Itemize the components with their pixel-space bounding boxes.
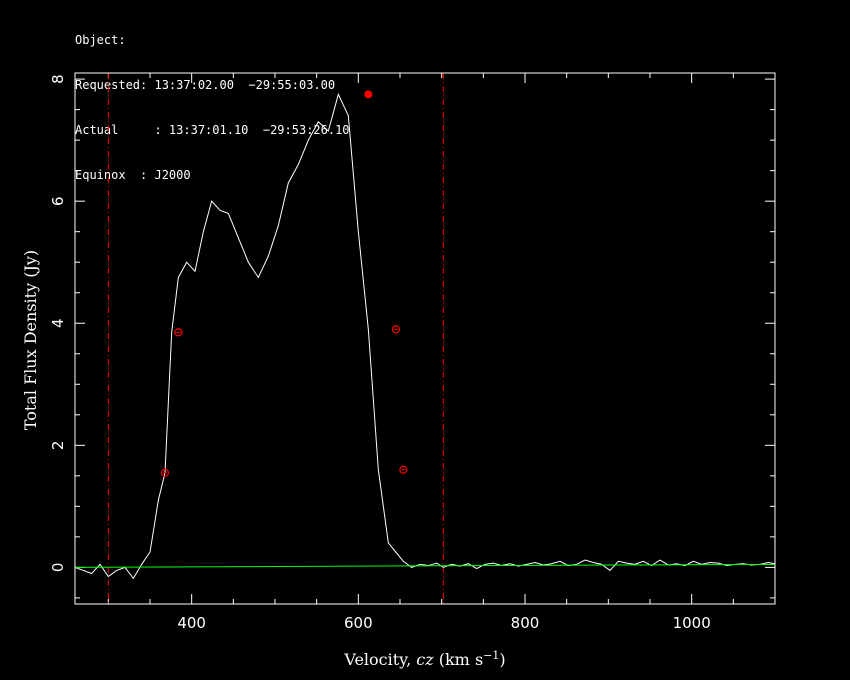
x-tick-label: 800 [511,614,540,632]
y-tick-label: 6 [49,196,67,206]
markers-group [160,90,408,477]
width-marker [160,468,170,477]
y-axis-label: Total Flux Density (Jy) [21,250,40,430]
x-axis-label-var: cz [416,650,434,669]
width-marker [391,325,400,334]
y-tick-label: 4 [49,318,67,328]
velocity-limits [107,73,444,604]
requested-line: Requested: 13:37:02.00 −29:55:03.00 [75,78,336,92]
plot-frame [74,72,776,605]
x-axis-label-sup: −1 [483,649,499,662]
tick-marks [75,73,776,604]
y-tick-label: 8 [49,74,67,84]
x-axis-label-close: ) [499,650,505,669]
peak-marker [364,90,373,99]
equinox-line: Equinox : J2000 [75,168,191,182]
object-line: Object: [75,33,126,47]
x-axis-label: Velocity, cz (km s−1) [343,649,505,669]
baseline-line [74,563,776,568]
x-axis-label-unit: (km s [434,650,484,669]
tick-labels: 400 600 800 1000 0 2 4 6 8 [49,74,711,632]
x-tick-label: 400 [177,614,206,632]
x-tick-label: 600 [344,614,373,632]
header-info: Object: Requested: 13:37:02.00 −29:55:03… [75,3,350,198]
x-tick-label: 1000 [673,614,711,632]
series-group [74,92,776,580]
y-tick-label: 0 [49,563,67,573]
x-axis-label-main: Velocity, [343,650,416,669]
actual-line: Actual : 13:37:01.10 −29:53:26.10 [75,123,350,137]
y-tick-label: 2 [49,441,67,451]
width-marker [399,465,408,474]
width-marker [174,328,183,337]
spectrum-line [74,92,776,580]
